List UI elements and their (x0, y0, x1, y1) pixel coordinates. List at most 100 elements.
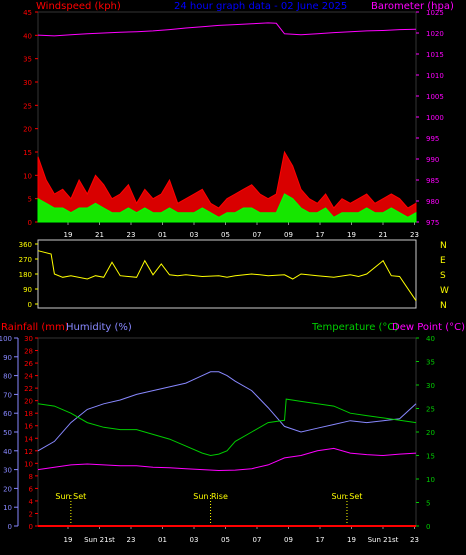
wind-average-area (37, 193, 417, 223)
humidity-y-tick-label: 70 (3, 391, 12, 399)
compass-label: E (440, 256, 446, 266)
temp-y-tick-label: 20 (426, 429, 435, 437)
rain-y-tick-label: 22 (24, 385, 33, 393)
humidity-y-tick-label: 80 (3, 373, 12, 381)
dewpoint-axis-label: Dew Point (°C) (392, 322, 465, 333)
rain-y-tick-label: 12 (24, 448, 33, 456)
temp-y-tick-label: 10 (426, 476, 435, 484)
wind-y-tick-label: 40 (23, 32, 32, 40)
rain-y-tick-label: 6 (29, 485, 34, 493)
wind-direction-line (37, 250, 417, 301)
chart-title: 24 hour graph data - 02 June 2025 (174, 1, 347, 12)
humidity-y-tick-label: 50 (3, 429, 12, 437)
climate-x-tick-label: 19 (347, 536, 356, 544)
baro-y-tick-label: 990 (426, 156, 439, 164)
compass-label: N (440, 241, 447, 251)
direction-y-tick-label: 0 (28, 301, 32, 309)
rain-y-tick-label: 26 (24, 360, 33, 368)
temp-y-tick-label: 35 (426, 359, 435, 367)
baro-y-tick-label: 1025 (426, 9, 444, 17)
barometer-axis-label: Barometer (hpa) (371, 1, 454, 12)
rainfall-axis-label: Rainfall (mm) (1, 322, 69, 333)
wind-x-tick-label: 19 (64, 231, 73, 239)
temp-y-tick-label: 40 (426, 335, 435, 343)
wind-x-tick-label: 01 (158, 231, 167, 239)
wind-gust-area (37, 150, 417, 223)
direction-y-tick-label: 270 (19, 256, 32, 264)
wind-x-tick-label: 23 (127, 231, 136, 239)
climate-x-tick-label: 01 (158, 536, 167, 544)
climate-x-tick-label: 17 (316, 536, 325, 544)
humidity-y-tick-label: 0 (8, 523, 12, 531)
humidity-y-tick-label: 40 (3, 448, 12, 456)
baro-y-tick-label: 1015 (426, 51, 444, 59)
climate-x-tick-label: 23 (410, 536, 419, 544)
humidity-y-tick-label: 10 (3, 504, 12, 512)
rain-y-tick-label: 20 (24, 398, 33, 406)
rain-y-tick-label: 14 (24, 435, 33, 443)
rain-y-tick-label: 10 (24, 460, 33, 468)
humidity-axis-label: Humidity (%) (66, 322, 132, 333)
chart-layer: 0510152025303540459759809859909951000100… (0, 9, 449, 544)
temp-y-tick-label: 30 (426, 382, 435, 390)
rain-y-tick-label: 2 (29, 510, 33, 518)
temp-y-tick-label: 25 (426, 406, 435, 414)
climate-x-tick-label: 05 (221, 536, 230, 544)
compass-label: S (440, 271, 446, 281)
climate-x-tick-label: 07 (253, 536, 262, 544)
rain-y-tick-label: 8 (29, 473, 33, 481)
compass-label: N (440, 301, 447, 311)
sun-event-label: Sun Set (55, 492, 86, 501)
climate-x-tick-label: 09 (284, 536, 293, 544)
windspeed-axis-label: Windspeed (kph) (36, 1, 121, 12)
wind-y-tick-label: 0 (28, 219, 32, 227)
humidity-y-tick-label: 100 (0, 335, 12, 343)
wind-x-tick-label: 19 (347, 231, 356, 239)
temperature-line (37, 398, 417, 457)
wind-x-tick-label: 23 (410, 231, 419, 239)
baro-y-tick-label: 1005 (426, 93, 444, 101)
baro-y-tick-label: 1010 (426, 72, 444, 80)
rain-y-tick-label: 28 (24, 348, 33, 356)
climate-x-tick-label: 23 (127, 536, 136, 544)
temp-y-tick-label: 15 (426, 453, 435, 461)
baro-y-tick-label: 985 (426, 177, 439, 185)
humidity-line (37, 371, 417, 452)
baro-y-tick-label: 1000 (426, 114, 444, 122)
rain-y-tick-label: 0 (29, 523, 33, 531)
wind-y-tick-label: 30 (23, 79, 32, 87)
rain-y-tick-label: 4 (29, 498, 34, 506)
climate-x-tick-label: Sun 21st (368, 536, 399, 544)
sun-event-label: Sun Rise (193, 492, 228, 501)
wind-y-tick-label: 5 (28, 196, 32, 204)
wind-y-tick-label: 20 (23, 126, 32, 134)
wind-y-tick-label: 45 (23, 9, 32, 17)
wind-x-tick-label: 05 (221, 231, 230, 239)
rain-y-tick-label: 24 (24, 373, 33, 381)
wind-x-tick-label: 17 (316, 231, 325, 239)
rain-y-tick-label: 16 (24, 423, 33, 431)
climate-x-tick-label: Sun 21st (84, 536, 115, 544)
temp-y-tick-label: 0 (426, 523, 430, 531)
wind-x-tick-label: 21 (379, 231, 388, 239)
compass-label: W (440, 286, 449, 296)
direction-panel-frame (37, 239, 417, 309)
direction-y-tick-label: 180 (19, 271, 32, 279)
wind-y-tick-label: 15 (23, 149, 32, 157)
temperature-axis-label: Temperature (°C) (311, 322, 398, 333)
baro-y-tick-label: 975 (426, 219, 439, 227)
climate-x-tick-label: 19 (64, 536, 73, 544)
sun-event-label: Sun Set (332, 492, 363, 501)
barometer-line (37, 22, 417, 37)
humidity-y-tick-label: 90 (3, 354, 12, 362)
baro-y-tick-label: 995 (426, 135, 439, 143)
wind-y-tick-label: 10 (23, 172, 32, 180)
baro-y-tick-label: 1020 (426, 30, 444, 38)
wind-x-tick-label: 09 (284, 231, 293, 239)
wind-x-tick-label: 03 (190, 231, 199, 239)
rain-y-tick-label: 18 (24, 410, 33, 418)
dewpoint-line (37, 447, 417, 472)
wind-y-tick-label: 25 (23, 102, 32, 110)
temp-y-tick-label: 5 (426, 500, 430, 508)
